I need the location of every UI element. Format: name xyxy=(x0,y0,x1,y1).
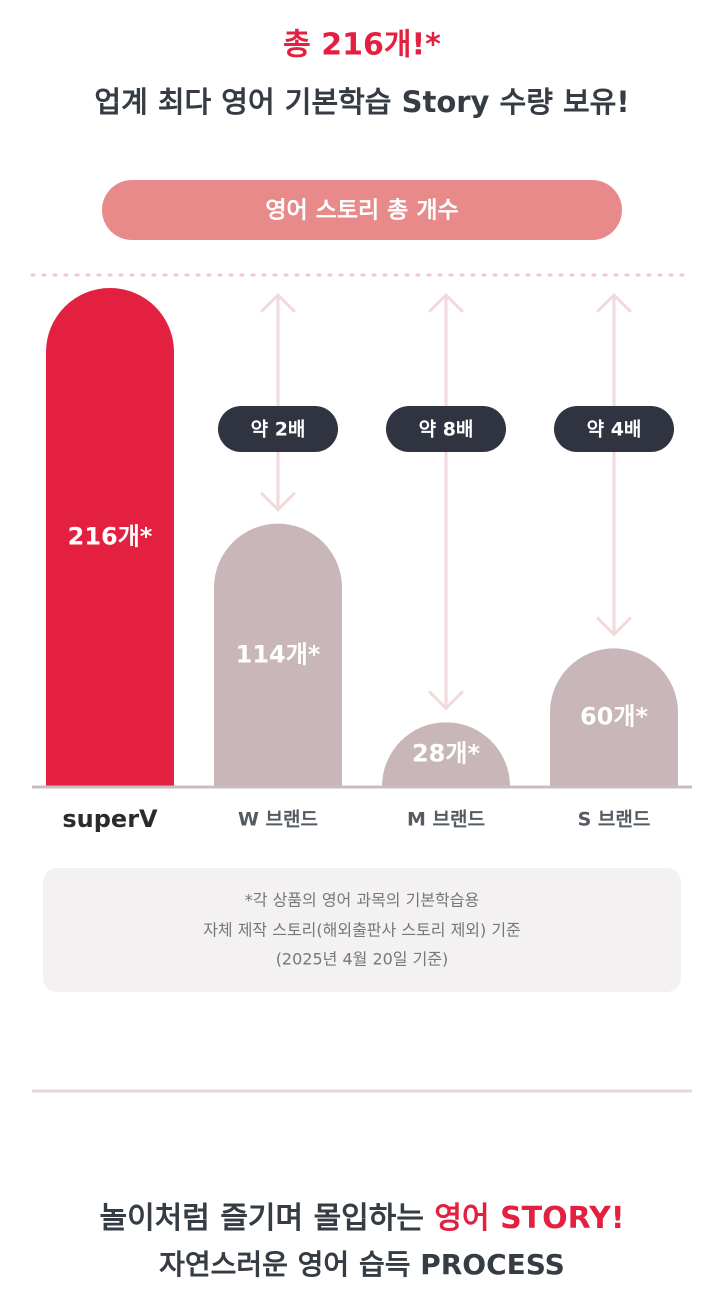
bar xyxy=(46,288,174,787)
value-label: 28개* xyxy=(412,740,480,768)
bottom-heading-accent: 영어 STORY! xyxy=(434,1201,624,1236)
title: 총 216개!* xyxy=(283,28,441,63)
value-label: 60개* xyxy=(580,703,648,731)
bottom-heading-text: 놀이처럼 즐기며 몰입하는 xyxy=(99,1201,434,1236)
bottom-subheading: 자연스러운 영어 습득 PROCESS xyxy=(159,1248,565,1281)
ratio-pill xyxy=(554,406,674,452)
arrow-head xyxy=(260,292,296,313)
bar xyxy=(382,722,510,787)
bar xyxy=(214,523,342,787)
x-tick-label: superV xyxy=(62,805,158,833)
bar xyxy=(550,648,678,787)
footnote-line: (2025년 4월 20일 기준) xyxy=(276,950,449,969)
value-label: 114개* xyxy=(236,640,321,668)
ratio-pill xyxy=(386,406,506,452)
legend-pill-text: 영어 스토리 총 개수 xyxy=(265,198,458,224)
ratio-label: 약 2배 xyxy=(251,419,306,441)
bars: 216개* superV 114개* 약 2배 W 브랜드 28개* 약 8배 M 브랜드 60… xyxy=(46,288,678,833)
arrow-head xyxy=(428,690,464,711)
ratio-label: 약 4배 xyxy=(587,419,642,441)
ratio-label: 약 8배 xyxy=(419,419,474,441)
arrow-head xyxy=(260,492,296,512)
arrow-head xyxy=(596,616,632,637)
value-label: 216개* xyxy=(68,523,153,551)
ratio-pill xyxy=(218,406,338,452)
bottom-heading: 놀이처럼 즐기며 몰입하는 영어 STORY! xyxy=(99,1201,624,1236)
footnote-line: 자체 제작 스토리(해외출판사 스토리 제외) 기준 xyxy=(203,921,521,940)
footnote-line: *각 상품의 영어 과목의 기본학습용 xyxy=(245,891,479,910)
arrow-head xyxy=(596,292,632,313)
footnote-box xyxy=(43,868,681,992)
x-tick-label: M 브랜드 xyxy=(407,809,485,831)
x-tick-label: S 브랜드 xyxy=(578,809,651,831)
arrow-head xyxy=(428,292,464,313)
legend-pill xyxy=(102,180,622,240)
x-tick-label: W 브랜드 xyxy=(238,809,318,831)
subtitle: 업계 최다 영어 기본학습 Story 수량 보유! xyxy=(94,85,629,119)
